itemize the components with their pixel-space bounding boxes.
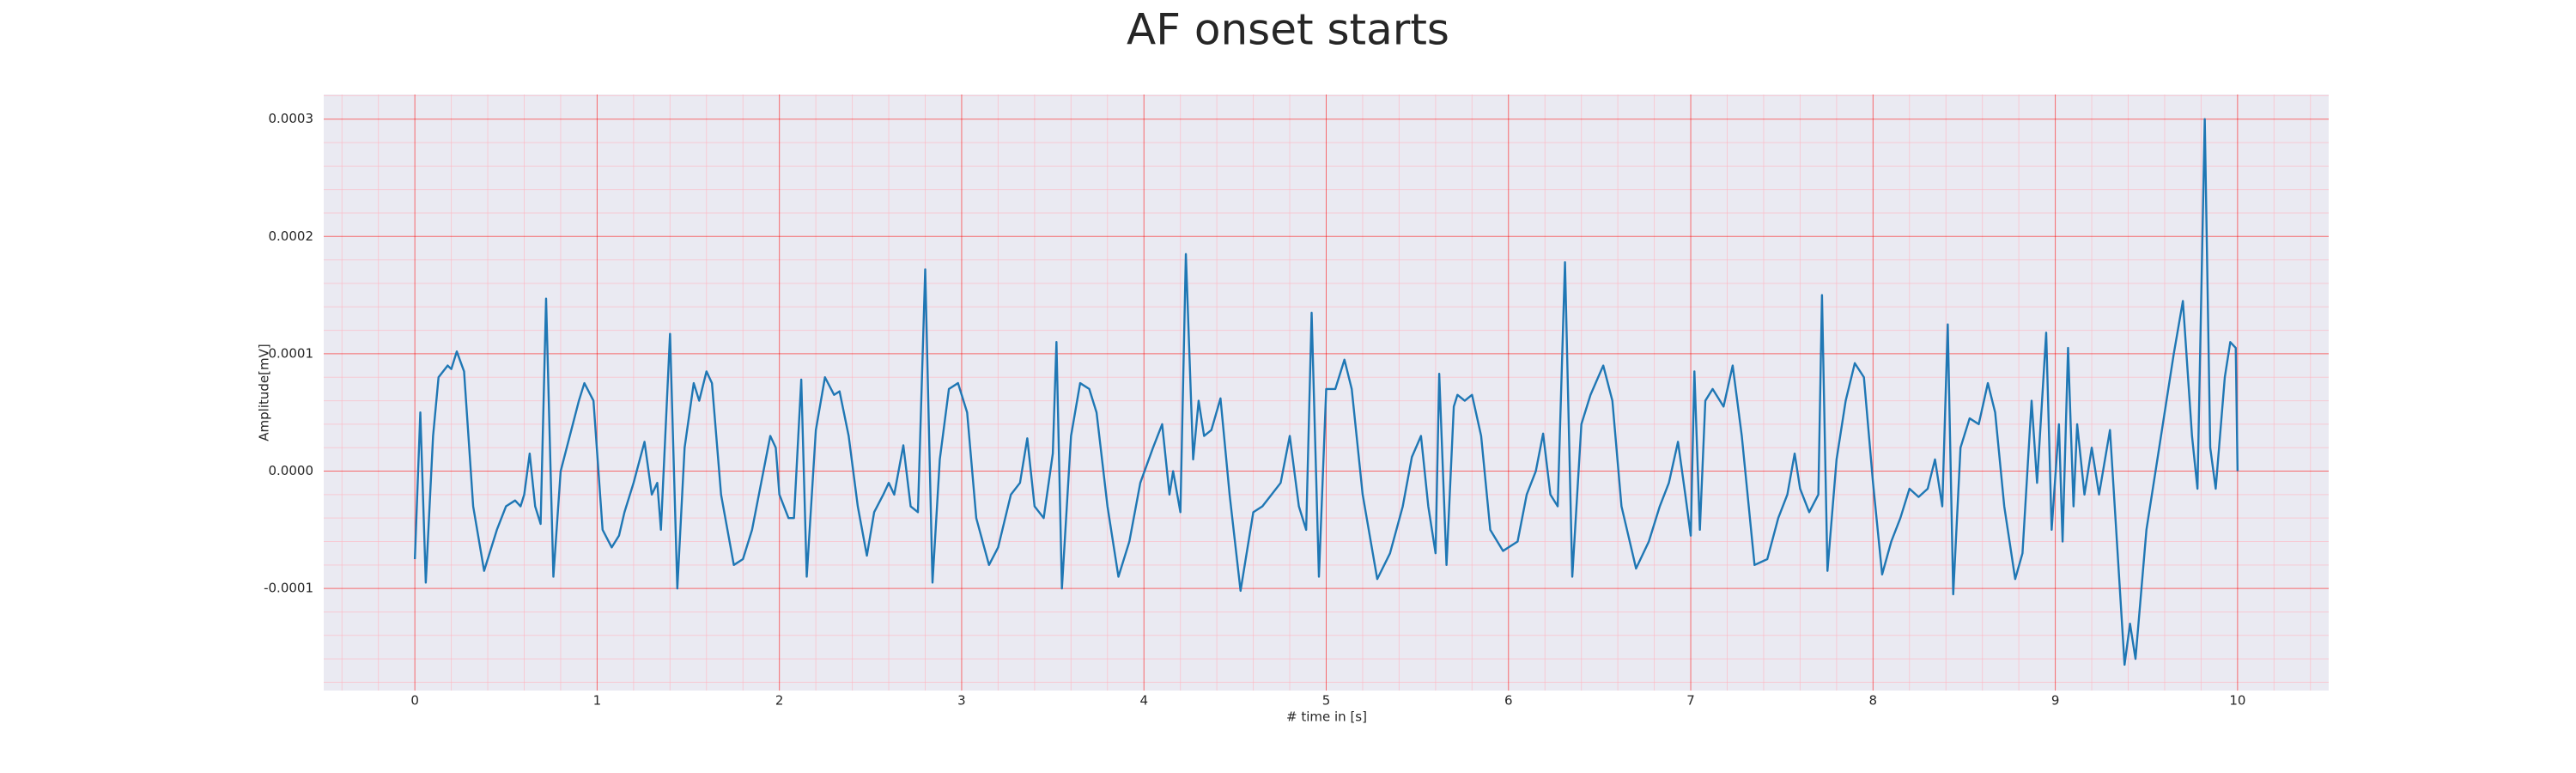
x-tick-label: 7: [1686, 693, 1695, 709]
x-tick-label: 0: [410, 693, 419, 709]
x-tick-label: 2: [775, 693, 784, 709]
tick-labels: 0 1 2 3 4 5 6 7 8 9 10 -0.0001 0.0000 0.0001 0.0002 0.0…: [264, 111, 2245, 708]
x-tick-label: 8: [1869, 693, 1878, 709]
y-tick-label: 0.0003: [269, 111, 314, 126]
series: [413, 118, 2239, 666]
y-tick-label: 0.0000: [269, 463, 314, 478]
x-tick-label: 10: [2229, 693, 2245, 709]
y-tick-label: 0.0002: [269, 228, 314, 244]
x-tick-label: 1: [593, 693, 602, 709]
y-tick-label: 0.0001: [269, 345, 314, 361]
x-tick-label: 9: [2051, 693, 2060, 709]
x-tick-label: 3: [957, 693, 966, 709]
x-tick-label: 5: [1322, 693, 1331, 709]
y-tick-label: -0.0001: [264, 581, 313, 596]
y-axis-label: Amplitude[mV]: [257, 344, 272, 441]
chart-title: AF onset starts: [1127, 5, 1449, 55]
x-axis-label: # time in [s]: [1286, 709, 1367, 725]
major-grid: [324, 94, 2329, 691]
x-tick-label: 6: [1504, 693, 1513, 709]
x-tick-label: 4: [1139, 693, 1148, 709]
ecg-line: [413, 118, 2239, 666]
